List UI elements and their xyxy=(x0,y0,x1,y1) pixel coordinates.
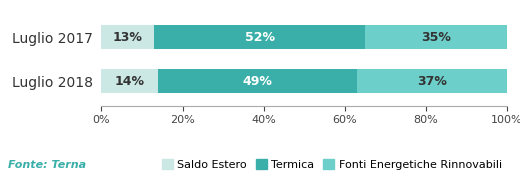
Bar xyxy=(154,25,365,49)
Legend: Saldo Estero, Termica, Fonti Energetiche Rinnovabili: Saldo Estero, Termica, Fonti Energetiche… xyxy=(162,159,502,170)
Bar xyxy=(101,69,158,93)
Text: 37%: 37% xyxy=(417,75,447,88)
Bar xyxy=(357,69,507,93)
Bar xyxy=(365,25,507,49)
Text: 14%: 14% xyxy=(115,75,145,88)
Text: 52%: 52% xyxy=(244,31,275,43)
Bar xyxy=(158,69,357,93)
Text: 49%: 49% xyxy=(243,75,272,88)
Bar xyxy=(101,25,154,49)
Text: 13%: 13% xyxy=(113,31,142,43)
Text: Fonte: Terna: Fonte: Terna xyxy=(8,160,86,170)
Text: 35%: 35% xyxy=(421,31,451,43)
